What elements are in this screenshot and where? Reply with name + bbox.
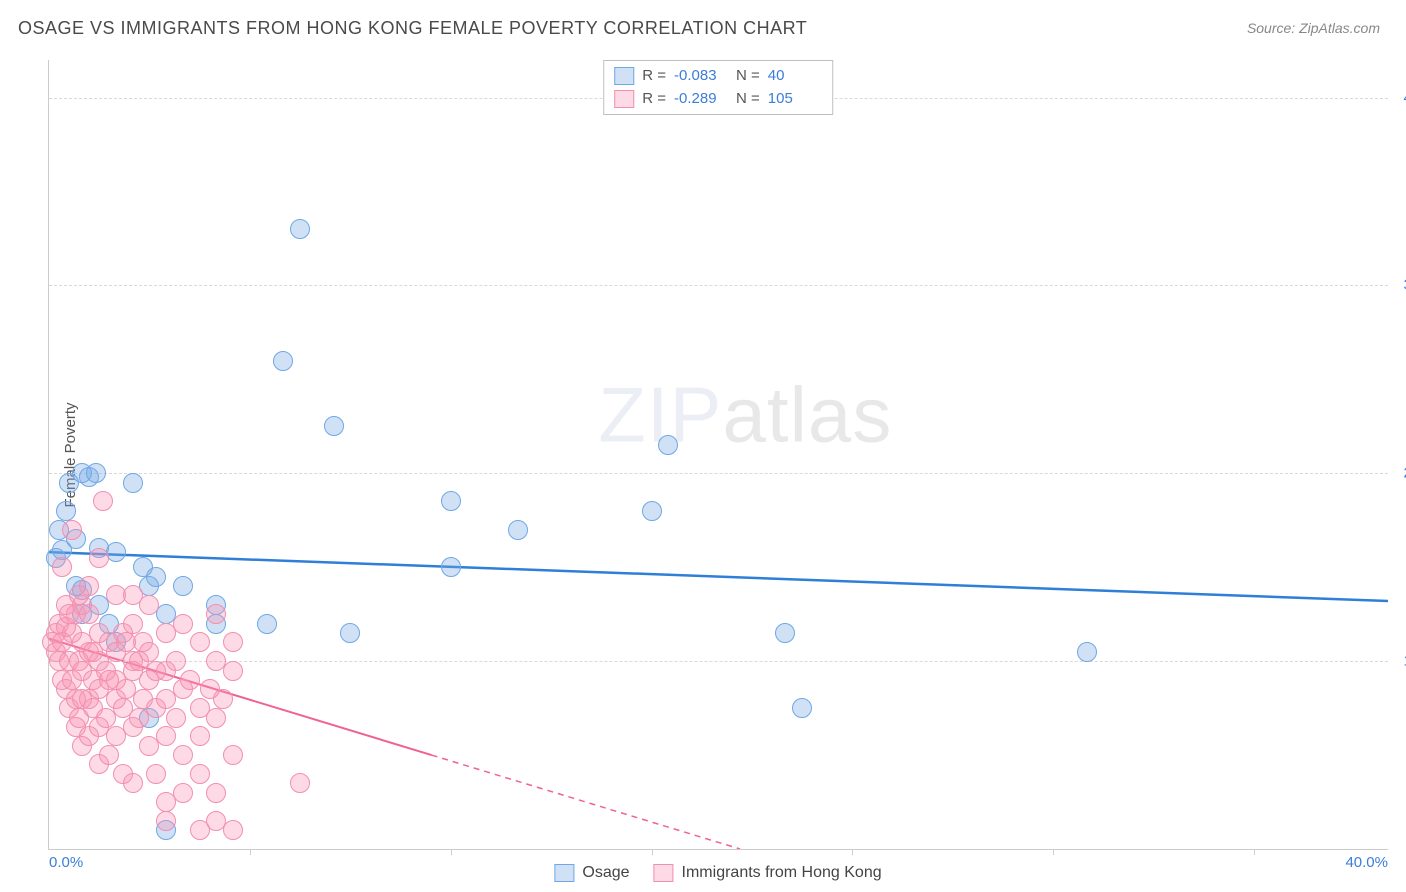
data-point-hk — [190, 764, 210, 784]
data-point-hk — [213, 689, 233, 709]
data-point-hk — [190, 632, 210, 652]
data-point-hk — [72, 689, 92, 709]
data-point-hk — [139, 595, 159, 615]
data-point-hk — [223, 632, 243, 652]
data-point-hk — [173, 614, 193, 634]
data-point-hk — [223, 820, 243, 840]
source-attribution: Source: ZipAtlas.com — [1247, 20, 1380, 38]
data-point-hk — [206, 708, 226, 728]
gridline-h — [49, 473, 1388, 474]
legend-item-hk: Immigrants from Hong Kong — [654, 864, 882, 882]
data-point-hk — [206, 604, 226, 624]
data-point-osage — [792, 698, 812, 718]
watermark: ZIPatlas — [598, 370, 892, 461]
data-point-hk — [180, 670, 200, 690]
trendline-osage — [49, 552, 1388, 601]
data-point-osage — [273, 351, 293, 371]
data-point-hk — [83, 642, 103, 662]
data-point-hk — [190, 726, 210, 746]
data-point-osage — [133, 557, 153, 577]
series-legend: Osage Immigrants from Hong Kong — [554, 864, 881, 882]
data-point-hk — [166, 708, 186, 728]
stat-r-osage: -0.083 — [674, 65, 728, 88]
gridline-h — [49, 661, 1388, 662]
legend-swatch-osage — [554, 864, 574, 882]
stat-n-hk: 105 — [768, 88, 822, 111]
data-point-osage — [123, 473, 143, 493]
gridline-h — [49, 285, 1388, 286]
data-point-osage — [290, 219, 310, 239]
data-point-osage — [508, 520, 528, 540]
swatch-osage — [614, 67, 634, 85]
legend-label-osage: Osage — [582, 864, 629, 882]
trend-svg — [49, 60, 1388, 849]
data-point-hk — [123, 614, 143, 634]
data-point-hk — [146, 764, 166, 784]
stats-legend: R = -0.083 N = 40 R = -0.289 N = 105 — [603, 60, 833, 115]
data-point-osage — [1077, 642, 1097, 662]
data-point-hk — [116, 632, 136, 652]
data-point-osage — [324, 416, 344, 436]
data-point-hk — [223, 661, 243, 681]
data-point-hk — [166, 651, 186, 671]
data-point-hk — [79, 604, 99, 624]
stat-n-label: N = — [736, 65, 760, 88]
data-point-hk — [79, 576, 99, 596]
stat-r-hk: -0.289 — [674, 88, 728, 111]
data-point-osage — [257, 614, 277, 634]
x-tick — [250, 849, 251, 855]
data-point-hk — [99, 745, 119, 765]
data-point-hk — [173, 783, 193, 803]
stat-n-osage: 40 — [768, 65, 822, 88]
x-tick-label: 40.0% — [1345, 854, 1388, 871]
data-point-hk — [52, 557, 72, 577]
data-point-hk — [173, 745, 193, 765]
data-point-osage — [56, 501, 76, 521]
stats-row-osage: R = -0.083 N = 40 — [614, 65, 822, 88]
plot-region: ZIPatlas 10.0%20.0%30.0%40.0%0.0%40.0% — [48, 60, 1388, 850]
data-point-hk — [62, 520, 82, 540]
stat-r-label: R = — [642, 65, 666, 88]
chart-area: Female Poverty ZIPatlas 10.0%20.0%30.0%4… — [48, 60, 1388, 850]
data-point-hk — [99, 670, 119, 690]
data-point-hk — [223, 745, 243, 765]
data-point-hk — [156, 811, 176, 831]
x-tick — [1254, 849, 1255, 855]
x-tick — [852, 849, 853, 855]
data-point-osage — [642, 501, 662, 521]
data-point-osage — [658, 435, 678, 455]
data-point-osage — [340, 623, 360, 643]
source-prefix: Source: — [1247, 20, 1299, 36]
x-tick — [451, 849, 452, 855]
data-point-hk — [206, 783, 226, 803]
x-tick — [652, 849, 653, 855]
data-point-hk — [123, 773, 143, 793]
x-tick — [1053, 849, 1054, 855]
data-point-hk — [156, 726, 176, 746]
trendline-hk-dashed — [432, 755, 741, 849]
stat-n-label-2: N = — [736, 88, 760, 111]
page-title: OSAGE VS IMMIGRANTS FROM HONG KONG FEMAL… — [18, 18, 807, 39]
stats-row-hk: R = -0.289 N = 105 — [614, 88, 822, 111]
stat-r-label-2: R = — [642, 88, 666, 111]
data-point-hk — [290, 773, 310, 793]
watermark-atlas: atlas — [723, 371, 893, 459]
swatch-hk — [614, 90, 634, 108]
data-point-osage — [441, 557, 461, 577]
data-point-hk — [89, 548, 109, 568]
legend-item-osage: Osage — [554, 864, 629, 882]
legend-label-hk: Immigrants from Hong Kong — [682, 864, 882, 882]
data-point-hk — [93, 491, 113, 511]
data-point-osage — [441, 491, 461, 511]
x-tick-label: 0.0% — [49, 854, 83, 871]
legend-swatch-hk — [654, 864, 674, 882]
data-point-osage — [775, 623, 795, 643]
data-point-hk — [59, 604, 79, 624]
data-point-osage — [86, 463, 106, 483]
source-name: ZipAtlas.com — [1299, 20, 1380, 36]
data-point-osage — [173, 576, 193, 596]
data-point-hk — [146, 661, 166, 681]
